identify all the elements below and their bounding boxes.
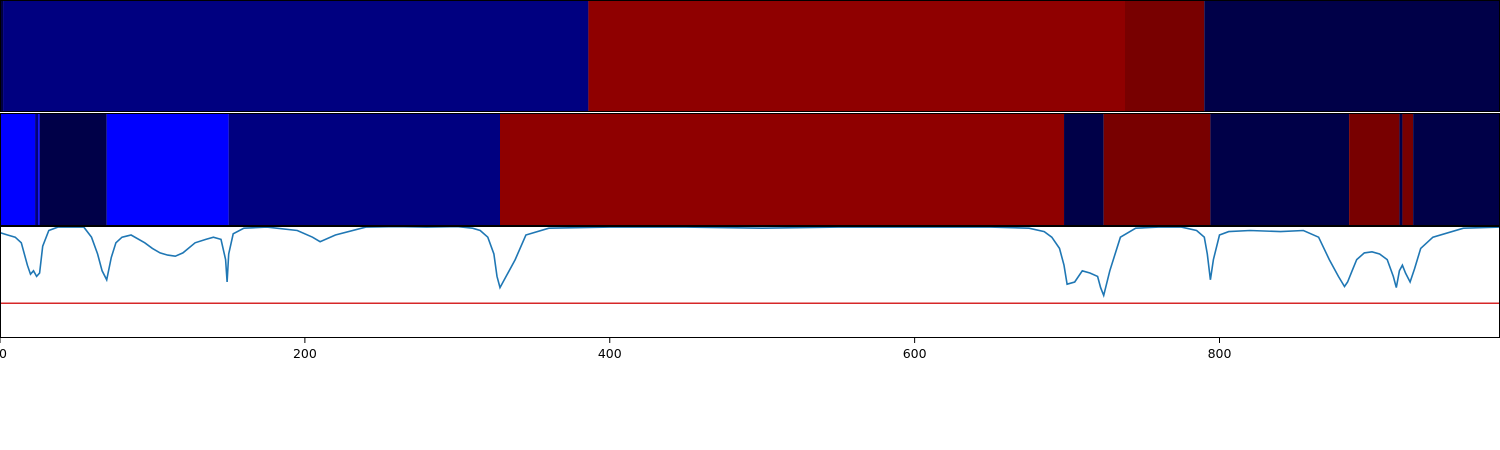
segment-2-6 (500, 113, 1065, 226)
x-tick-label-0: 0 (0, 346, 7, 361)
segmentation-strip-2 (0, 113, 1500, 226)
segment-2-7 (1064, 113, 1104, 226)
segment-2-5 (228, 113, 500, 226)
segment-2-13 (1413, 113, 1500, 226)
signal-line (0, 225, 1500, 299)
x-tick-label-200: 200 (293, 346, 317, 361)
segment-1-0 (0, 0, 4, 112)
segment-1-2 (588, 0, 1125, 112)
segmentation-strip-1 (0, 0, 1500, 112)
segment-2-0 (0, 113, 36, 226)
panel-frame-3 (0, 226, 1500, 338)
segment-2-4 (106, 113, 229, 226)
segment-2-12 (1402, 113, 1414, 226)
segment-1-3 (1125, 0, 1205, 112)
segment-1-1 (3, 0, 589, 112)
segment-2-8 (1103, 113, 1211, 226)
segment-2-10 (1349, 113, 1400, 226)
segment-2-3 (39, 113, 107, 226)
x-axis: 0 200 400 600 800 (0, 338, 1231, 361)
x-tick-label-600: 600 (903, 346, 927, 361)
segment-2-1 (35, 113, 39, 226)
segment-1-4 (1204, 0, 1500, 112)
x-tick-label-400: 400 (598, 346, 622, 361)
x-tick-label-800: 800 (1208, 346, 1232, 361)
segment-2-11 (1399, 113, 1403, 226)
segment-2-2 (38, 113, 40, 226)
signal-plot (0, 225, 1500, 305)
segment-2-9 (1210, 113, 1350, 226)
